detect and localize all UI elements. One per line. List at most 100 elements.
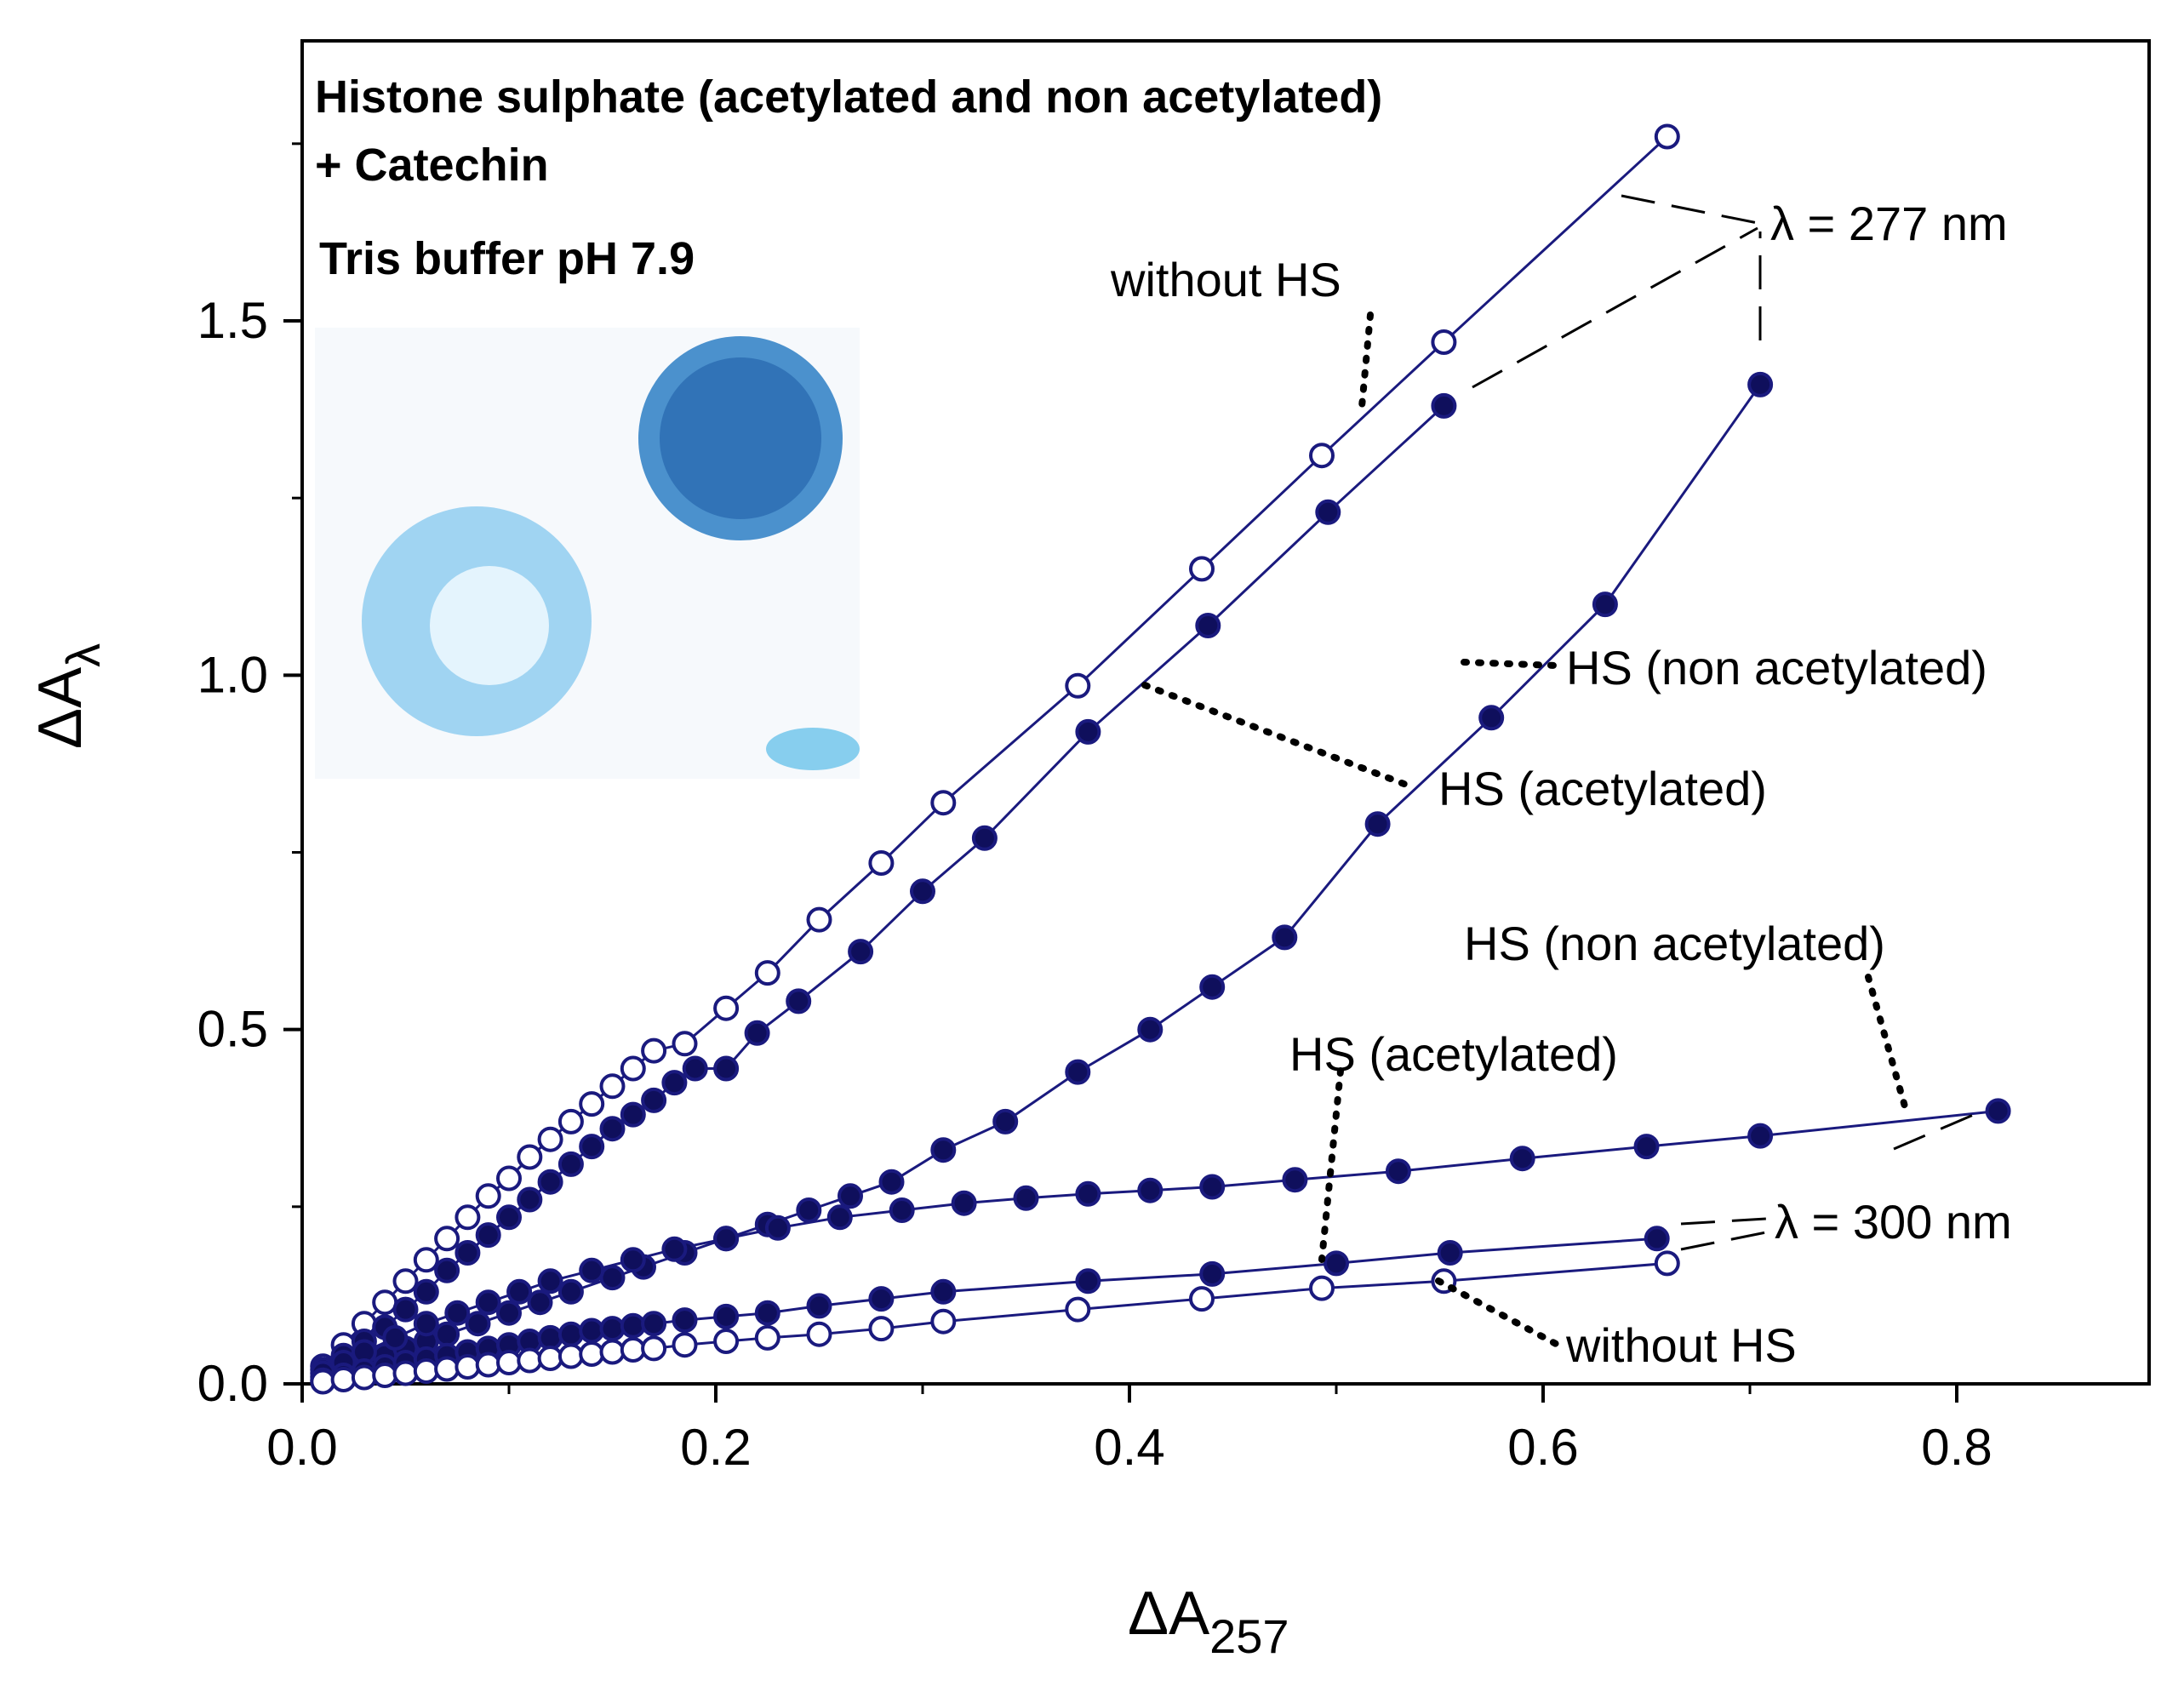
- series-277-hs-acetylated-point: [910, 878, 935, 905]
- series-300-hs-non-acetylated-point: [1509, 1146, 1535, 1172]
- series-300-hs-acetylated-point: [1324, 1250, 1349, 1277]
- series-300-hs-acetylated-point: [557, 1321, 584, 1347]
- label-lambda-277: λ = 277 nm: [1770, 197, 2008, 250]
- label-hs-nonacetylated-300: HS (non acetylated): [1464, 917, 1885, 970]
- series-300-hs-acetylated-point: [1437, 1240, 1463, 1266]
- series-300-hs-non-acetylated-point: [1137, 1177, 1163, 1203]
- y-axis-title-main: ΔA: [26, 667, 94, 749]
- series-277-hs-acetylated-point: [1195, 613, 1221, 638]
- series-277-hs-acetylated-point: [557, 1151, 584, 1177]
- series-277-hs-acetylated-point: [682, 1055, 708, 1082]
- series-277-hs-non-acetylated-point: [1747, 371, 1774, 397]
- series-277-hs-non-acetylated-point: [1065, 1059, 1091, 1085]
- series-300-hs-acetylated-point: [641, 1311, 667, 1337]
- series-277-hs-acetylated-point: [1075, 718, 1101, 745]
- series-300-without-hs-point: [557, 1343, 584, 1369]
- series-300-without-hs-point: [806, 1321, 832, 1347]
- series-300-without-hs-point: [517, 1347, 543, 1374]
- series-277-without-hs-point: [537, 1126, 563, 1152]
- y-tick-label-2: 1.0: [197, 646, 268, 703]
- series-277-hs-acetylated-point: [744, 1020, 770, 1046]
- series-277-without-hs-point: [713, 995, 740, 1021]
- series-300-without-hs-point: [1654, 1250, 1680, 1277]
- series-277-hs-acetylated-point: [848, 939, 874, 965]
- series-277-without-hs-point: [868, 850, 895, 876]
- series-277-without-hs-point: [599, 1073, 626, 1100]
- series-300-without-hs-point: [868, 1316, 895, 1342]
- series-300-without-hs-point: [620, 1337, 646, 1363]
- series-300-hs-acetylated-point: [620, 1312, 646, 1339]
- series-300-without-hs-point: [754, 1324, 780, 1351]
- series-300-hs-non-acetylated-point: [620, 1247, 646, 1273]
- series-300-without-hs-point: [1189, 1286, 1215, 1312]
- series-277-hs-acetylated-point: [392, 1296, 419, 1323]
- y-tick-label-1: 0.5: [197, 1001, 268, 1058]
- leader-277-b: [1472, 226, 1758, 389]
- series-277-hs-non-acetylated-point: [878, 1169, 905, 1195]
- series-277-hs-non-acetylated-point: [434, 1321, 460, 1347]
- series-277-hs-non-acetylated-point: [557, 1278, 584, 1305]
- y-tick-label-3: 1.5: [197, 292, 268, 349]
- series-277-hs-acetylated-point: [620, 1101, 646, 1128]
- leader-277-a: [1621, 194, 1758, 225]
- series-277-without-hs-line: [322, 135, 1668, 1368]
- series-277-hs-acetylated-point: [1315, 499, 1341, 525]
- series-277-hs-acetylated-point: [413, 1278, 439, 1305]
- leader-hs-nonacetylated-300: [1865, 974, 1908, 1110]
- series-300-hs-acetylated-point: [1644, 1226, 1670, 1252]
- series-300-without-hs-point: [330, 1367, 357, 1392]
- series-277-hs-acetylated-point: [786, 988, 812, 1014]
- series-277-hs-non-acetylated-point: [992, 1108, 1019, 1134]
- series-300-without-hs-point: [351, 1364, 377, 1391]
- annotations: λ = 277 nm without HS HS (non acetylated…: [1110, 197, 2012, 1372]
- series-300-hs-non-acetylated-point: [713, 1226, 740, 1252]
- series-300-hs-non-acetylated-point: [951, 1190, 977, 1216]
- series-277-hs-acetylated-point: [599, 1116, 626, 1142]
- x-axis-title: ΔA257: [1128, 1580, 1289, 1663]
- data-markers: [310, 123, 2011, 1395]
- x-tick-label-4: 0.8: [1921, 1419, 1992, 1476]
- leader-without-hs-top: [1358, 311, 1374, 410]
- series-277-without-hs-point: [641, 1037, 667, 1064]
- series-277-hs-acetylated-point: [641, 1087, 667, 1113]
- series-300-hs-acetylated-point: [1199, 1260, 1226, 1287]
- series-277-without-hs-point: [517, 1144, 543, 1170]
- series-277-hs-non-acetylated-point: [1592, 592, 1618, 618]
- series-277-without-hs-point: [1654, 123, 1680, 150]
- series-277-hs-acetylated-point: [434, 1257, 460, 1283]
- series-300-hs-non-acetylated-point: [1747, 1123, 1774, 1149]
- series-277-hs-acetylated-point: [517, 1186, 543, 1213]
- x-tick-label-2: 0.4: [1094, 1419, 1164, 1476]
- series-300-hs-non-acetylated-point: [661, 1236, 688, 1262]
- x-tick-label-3: 0.6: [1507, 1419, 1578, 1476]
- series-300-hs-acetylated-point: [672, 1307, 698, 1334]
- series-300-without-hs-point: [372, 1363, 398, 1388]
- series-300-without-hs-point: [496, 1350, 522, 1375]
- series-300-hs-non-acetylated-point: [382, 1324, 409, 1351]
- series-277-without-hs-point: [392, 1268, 419, 1295]
- series-277-hs-non-acetylated-point: [1478, 705, 1505, 731]
- series-300-hs-non-acetylated-point: [537, 1268, 563, 1295]
- series-277-hs-acetylated-point: [713, 1055, 740, 1082]
- series-277-hs-acetylated-point: [579, 1134, 605, 1160]
- series-300-hs-acetylated-point: [806, 1293, 832, 1319]
- series-300-without-hs-point: [579, 1341, 605, 1367]
- series-300-hs-non-acetylated-point: [1013, 1185, 1039, 1211]
- series-277-hs-non-acetylated-point: [465, 1311, 491, 1337]
- plot-frame: [300, 39, 2151, 1386]
- series-300-hs-non-acetylated-point: [1633, 1134, 1660, 1160]
- series-300-without-hs-point: [310, 1369, 336, 1395]
- series-300-hs-non-acetylated-point: [506, 1278, 533, 1305]
- leader-without-hs-bottom: [1435, 1277, 1561, 1348]
- svg-text:ΔAλ: ΔAλ: [26, 643, 110, 749]
- series-277-without-hs-point: [806, 906, 832, 933]
- series-277-hs-acetylated-point: [661, 1070, 688, 1096]
- x-tick-label-1: 0.2: [680, 1419, 751, 1476]
- series-277-without-hs-point: [434, 1226, 460, 1252]
- series-277-without-hs-point: [754, 960, 780, 986]
- series-277-hs-acetylated-point: [496, 1204, 522, 1231]
- series-277-without-hs-point: [620, 1055, 646, 1082]
- chart-title-line-2: + Catechin: [315, 140, 549, 191]
- series-300-without-hs-point: [455, 1354, 481, 1380]
